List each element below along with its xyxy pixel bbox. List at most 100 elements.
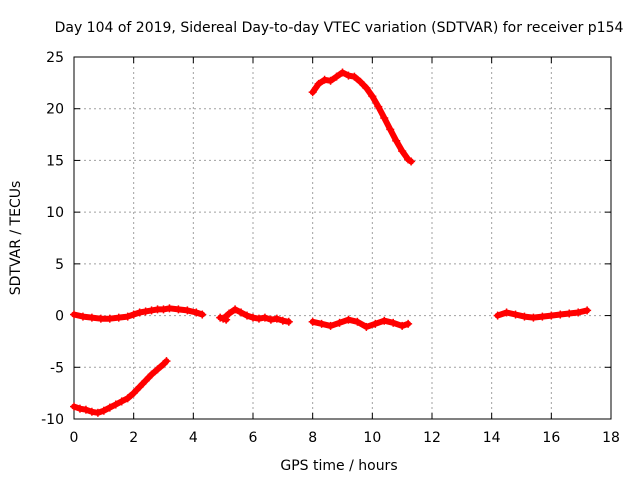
data-point bbox=[81, 405, 90, 414]
data-point bbox=[538, 312, 547, 321]
y-tick-label: 10 bbox=[46, 205, 64, 221]
data-point bbox=[520, 312, 529, 321]
data-point bbox=[105, 314, 114, 323]
data-point bbox=[260, 313, 269, 322]
data-point bbox=[249, 313, 257, 322]
data-point bbox=[278, 316, 287, 325]
data-point bbox=[75, 404, 84, 413]
data-point bbox=[314, 79, 323, 88]
data-point bbox=[99, 406, 108, 415]
data-point bbox=[556, 310, 565, 319]
data-point bbox=[335, 318, 344, 327]
data-point bbox=[353, 317, 362, 326]
data-point bbox=[192, 308, 201, 317]
data-point bbox=[254, 314, 263, 323]
data-point bbox=[123, 312, 132, 321]
data-point bbox=[174, 305, 183, 314]
data-point bbox=[368, 92, 377, 101]
data-point bbox=[141, 376, 150, 385]
y-axis-label: SDTVAR / TECUs bbox=[8, 181, 24, 296]
data-point bbox=[308, 317, 317, 326]
data-point bbox=[493, 311, 502, 320]
data-point bbox=[105, 403, 114, 412]
x-tick-label: 10 bbox=[363, 430, 381, 446]
data-point bbox=[70, 310, 78, 319]
x-tick-label: 2 bbox=[129, 430, 138, 446]
data-point bbox=[70, 402, 78, 411]
data-point bbox=[356, 77, 365, 86]
grid bbox=[74, 57, 611, 419]
data-point bbox=[141, 307, 150, 316]
data-point bbox=[153, 365, 162, 374]
x-tick-label: 16 bbox=[542, 430, 560, 446]
y-tick-label: 5 bbox=[55, 257, 64, 273]
y-tick-label: 0 bbox=[55, 309, 64, 325]
data-point bbox=[135, 308, 144, 317]
data-point bbox=[407, 157, 416, 166]
data-point bbox=[404, 319, 413, 328]
chart-title: Day 104 of 2019, Sidereal Day-to-day VTE… bbox=[55, 20, 624, 36]
data-point bbox=[380, 114, 389, 123]
data-point bbox=[222, 315, 231, 324]
data-point bbox=[398, 147, 407, 156]
data-point bbox=[243, 311, 252, 320]
data-point bbox=[93, 408, 102, 417]
x-tick-label: 6 bbox=[249, 430, 258, 446]
data-point bbox=[231, 305, 240, 314]
plot-border bbox=[73, 56, 612, 420]
x-tick-label: 0 bbox=[70, 430, 79, 446]
data-point bbox=[344, 71, 353, 80]
data-point bbox=[147, 306, 156, 315]
data-point bbox=[374, 102, 383, 111]
data-point bbox=[380, 316, 389, 325]
data-point bbox=[225, 309, 234, 318]
x-tick-label: 18 bbox=[602, 430, 620, 446]
data-point bbox=[332, 72, 341, 81]
y-tick-label: 25 bbox=[46, 50, 64, 66]
data-point bbox=[284, 317, 293, 326]
data-point bbox=[272, 314, 281, 323]
data-point bbox=[159, 305, 168, 314]
data-point bbox=[114, 313, 123, 322]
data-point bbox=[237, 308, 246, 317]
data-point bbox=[574, 308, 583, 317]
axis-ticks: 0 2 4 6 8 10 12 14 16 18 -10 -5 0 5 10 15 20 25 bbox=[41, 50, 620, 446]
data-point bbox=[362, 84, 371, 93]
data-point bbox=[326, 321, 335, 330]
data-point bbox=[78, 312, 87, 321]
data-layer bbox=[70, 68, 592, 417]
data-point bbox=[87, 407, 96, 416]
data-point bbox=[165, 304, 174, 313]
data-point bbox=[511, 310, 520, 319]
data-point bbox=[147, 370, 156, 379]
data-point bbox=[529, 313, 538, 322]
data-point bbox=[162, 357, 171, 366]
data-point bbox=[338, 68, 347, 77]
data-point bbox=[87, 313, 96, 322]
data-point bbox=[266, 315, 275, 324]
y-tick-label: -10 bbox=[41, 412, 64, 428]
y-tick-label: 15 bbox=[46, 153, 64, 169]
data-point bbox=[129, 389, 138, 398]
data-point bbox=[398, 321, 407, 330]
data-point bbox=[96, 314, 105, 323]
data-point bbox=[371, 319, 380, 328]
data-point bbox=[216, 313, 225, 322]
data-point bbox=[386, 125, 395, 134]
data-point bbox=[198, 310, 207, 319]
data-point bbox=[344, 315, 353, 324]
x-tick-label: 12 bbox=[423, 430, 441, 446]
data-point bbox=[392, 136, 401, 145]
data-point bbox=[362, 322, 371, 331]
data-point bbox=[583, 306, 592, 315]
data-point bbox=[308, 88, 317, 97]
data-point bbox=[502, 308, 511, 317]
data-point bbox=[350, 72, 359, 81]
x-axis-label: GPS time / hours bbox=[280, 458, 397, 474]
y-tick-label: -5 bbox=[50, 360, 64, 376]
data-point bbox=[123, 394, 132, 403]
data-point bbox=[117, 397, 126, 406]
data-point bbox=[129, 310, 138, 319]
